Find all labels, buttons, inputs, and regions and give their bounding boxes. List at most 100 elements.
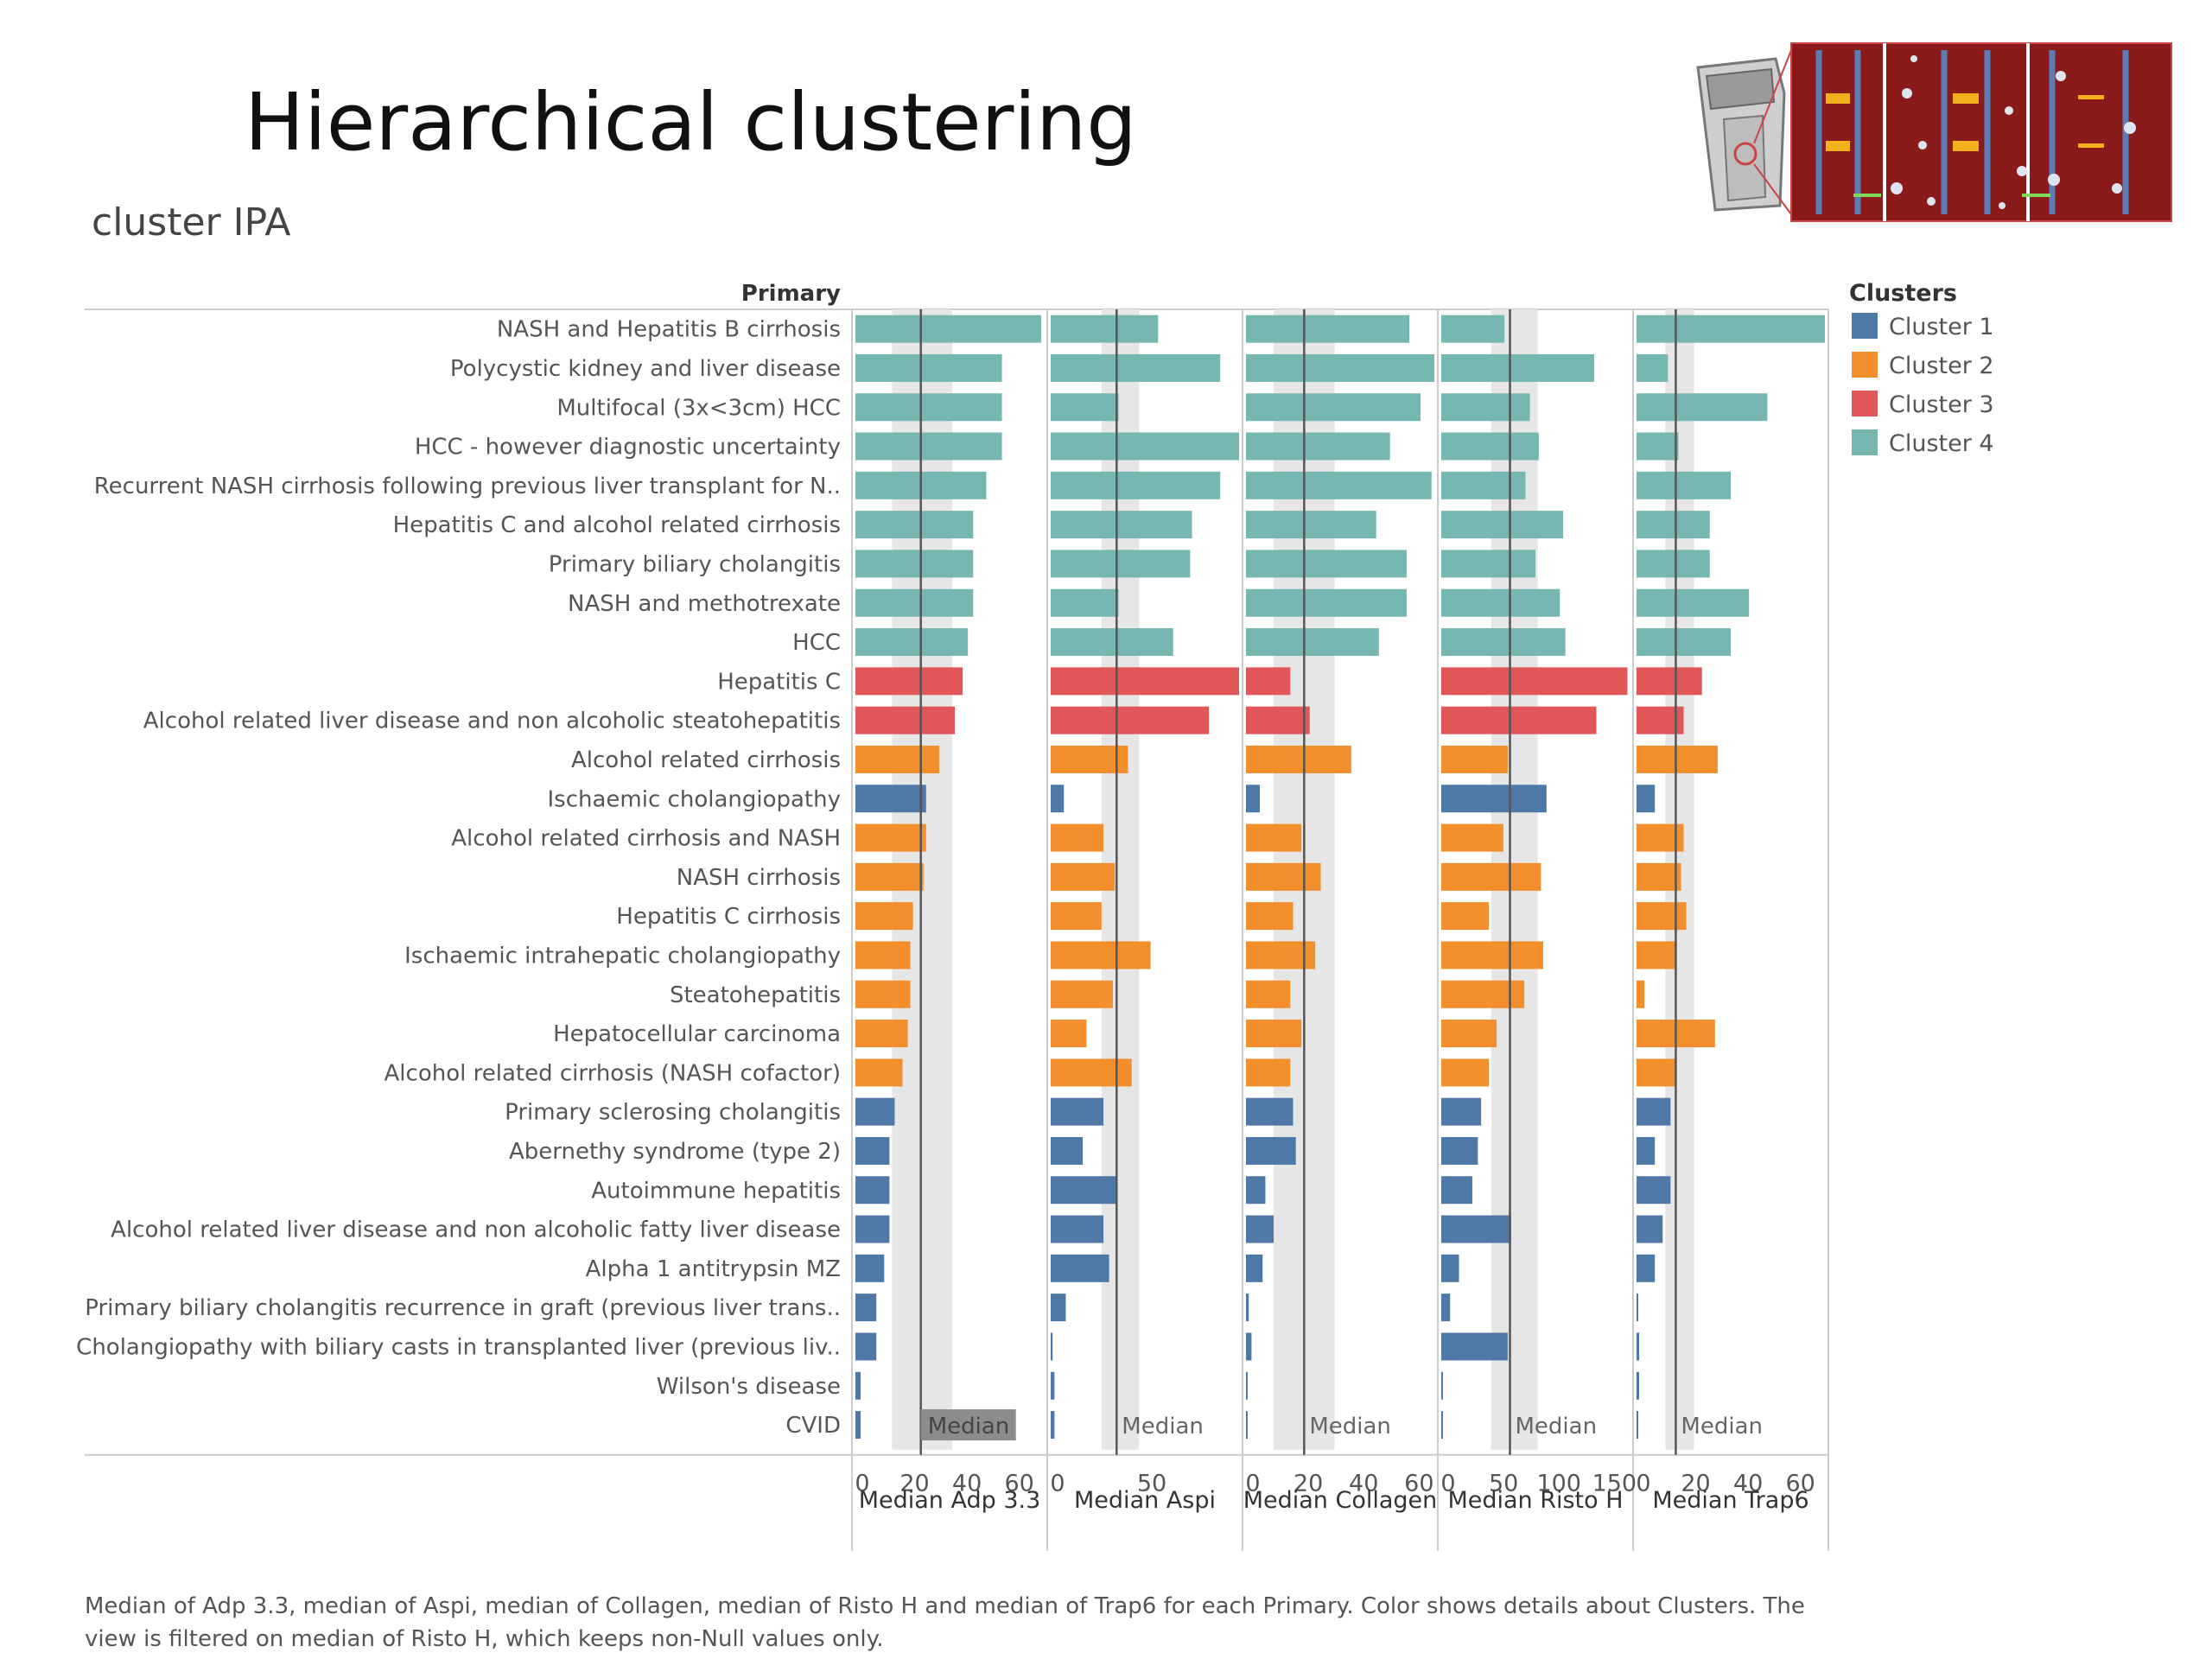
bar bbox=[1441, 823, 1503, 852]
row-label: Hepatitis C cirrhosis bbox=[616, 904, 841, 930]
row-header: Primary bbox=[741, 281, 841, 307]
bar bbox=[1246, 393, 1421, 422]
row-label: Alcohol related cirrhosis and NASH bbox=[451, 826, 841, 852]
bar bbox=[1637, 511, 1710, 539]
legend-swatch bbox=[1852, 429, 1878, 455]
bar bbox=[855, 862, 924, 891]
bar bbox=[1637, 1371, 1640, 1400]
bar bbox=[1441, 667, 1628, 696]
tick-label: 50 bbox=[1489, 1471, 1518, 1497]
row-label: NASH and methotrexate bbox=[568, 591, 841, 617]
bar bbox=[1051, 393, 1119, 422]
legend-label: Cluster 2 bbox=[1889, 353, 1994, 379]
row-label: HCC bbox=[792, 630, 841, 656]
bar bbox=[1441, 1176, 1472, 1205]
bar bbox=[1246, 785, 1261, 813]
bar bbox=[1441, 1294, 1451, 1322]
bar bbox=[1441, 1411, 1443, 1440]
bar bbox=[1637, 1136, 1656, 1165]
bar bbox=[1051, 1332, 1053, 1361]
bar bbox=[855, 745, 939, 773]
bar bbox=[1246, 1371, 1248, 1400]
bar bbox=[1246, 1176, 1266, 1205]
bar bbox=[1246, 1411, 1248, 1440]
legend-swatch bbox=[1852, 313, 1878, 339]
bar bbox=[1441, 980, 1525, 1008]
row-label: Alcohol related liver disease and non al… bbox=[143, 709, 841, 734]
bar bbox=[1637, 1411, 1638, 1440]
bar bbox=[1051, 1254, 1109, 1282]
bar bbox=[1637, 315, 1825, 343]
axis-title: Median Adp 3.3 bbox=[859, 1487, 1041, 1514]
bar bbox=[1246, 1332, 1252, 1361]
legend-swatch bbox=[1852, 352, 1878, 378]
bar bbox=[855, 1294, 877, 1322]
bar bbox=[1246, 745, 1351, 773]
row-label: Hepatocellular carcinoma bbox=[553, 1021, 841, 1047]
row-label: Alcohol related cirrhosis bbox=[571, 747, 841, 773]
bar bbox=[1441, 862, 1541, 891]
row-label: NASH cirrhosis bbox=[677, 865, 841, 891]
row-label: Alpha 1 antitrypsin MZ bbox=[586, 1256, 841, 1282]
bar bbox=[1051, 353, 1221, 382]
bar bbox=[1051, 471, 1221, 499]
bar bbox=[1246, 980, 1291, 1008]
bar bbox=[1637, 471, 1731, 499]
bar bbox=[1051, 823, 1104, 852]
bar bbox=[1637, 785, 1656, 813]
median-label: Median bbox=[1122, 1414, 1204, 1440]
bar bbox=[1441, 432, 1539, 461]
median-label: Median bbox=[928, 1414, 1010, 1440]
bar bbox=[1051, 862, 1116, 891]
bar bbox=[855, 511, 974, 539]
bar bbox=[1246, 1215, 1274, 1243]
bar bbox=[855, 1097, 895, 1126]
bar bbox=[855, 315, 1041, 343]
bar bbox=[1637, 1294, 1638, 1322]
bar bbox=[855, 1332, 877, 1361]
bar bbox=[1246, 550, 1407, 578]
bar bbox=[1051, 550, 1191, 578]
bar bbox=[1051, 941, 1151, 969]
bar bbox=[1637, 902, 1687, 931]
bar bbox=[1246, 315, 1410, 343]
bar bbox=[1441, 941, 1543, 969]
bar bbox=[1246, 1136, 1296, 1165]
bar bbox=[855, 941, 911, 969]
bar bbox=[1441, 353, 1594, 382]
bar bbox=[1637, 745, 1718, 773]
bar bbox=[1051, 980, 1113, 1008]
row-label: Alcohol related liver disease and non al… bbox=[111, 1217, 841, 1243]
row-label: Recurrent NASH cirrhosis following previ… bbox=[94, 474, 841, 499]
row-label: Alcohol related cirrhosis (NASH cofactor… bbox=[385, 1060, 841, 1086]
bar bbox=[1246, 902, 1294, 931]
bar bbox=[1051, 1097, 1104, 1126]
legend-swatch bbox=[1852, 391, 1878, 416]
row-label: Primary biliary cholangitis bbox=[549, 551, 841, 577]
bar bbox=[1637, 941, 1676, 969]
bar bbox=[1246, 1058, 1291, 1087]
tick-label: 20 bbox=[1294, 1471, 1323, 1497]
bar bbox=[1246, 432, 1390, 461]
bar bbox=[855, 980, 911, 1008]
bar bbox=[1051, 902, 1102, 931]
bar bbox=[1441, 393, 1530, 422]
row-label: Hepatitis C bbox=[717, 669, 841, 695]
row-label: HCC - however diagnostic uncertainty bbox=[415, 435, 841, 461]
bar bbox=[855, 785, 926, 813]
bar bbox=[1051, 1136, 1084, 1165]
bar bbox=[1051, 745, 1128, 773]
bar bbox=[855, 667, 963, 696]
tick-label: 0 bbox=[855, 1471, 869, 1497]
axis-title: Median Risto H bbox=[1447, 1487, 1623, 1514]
bar bbox=[1051, 1215, 1104, 1243]
bar bbox=[855, 1371, 861, 1400]
chart-caption: Median of Adp 3.3, median of Aspi, media… bbox=[85, 1593, 1805, 1652]
tick-label: 0 bbox=[1440, 1471, 1455, 1497]
hierarchical-clustering-chart: Primary NASH and Hepatitis B cirrhosis Pol… bbox=[76, 280, 1994, 1551]
tick-label: 0 bbox=[1050, 1471, 1065, 1497]
tick-label: 40 bbox=[1733, 1471, 1763, 1497]
legend-label: Cluster 1 bbox=[1889, 314, 1994, 340]
bar bbox=[855, 902, 913, 931]
row-label: Ischaemic cholangiopathy bbox=[548, 786, 841, 812]
